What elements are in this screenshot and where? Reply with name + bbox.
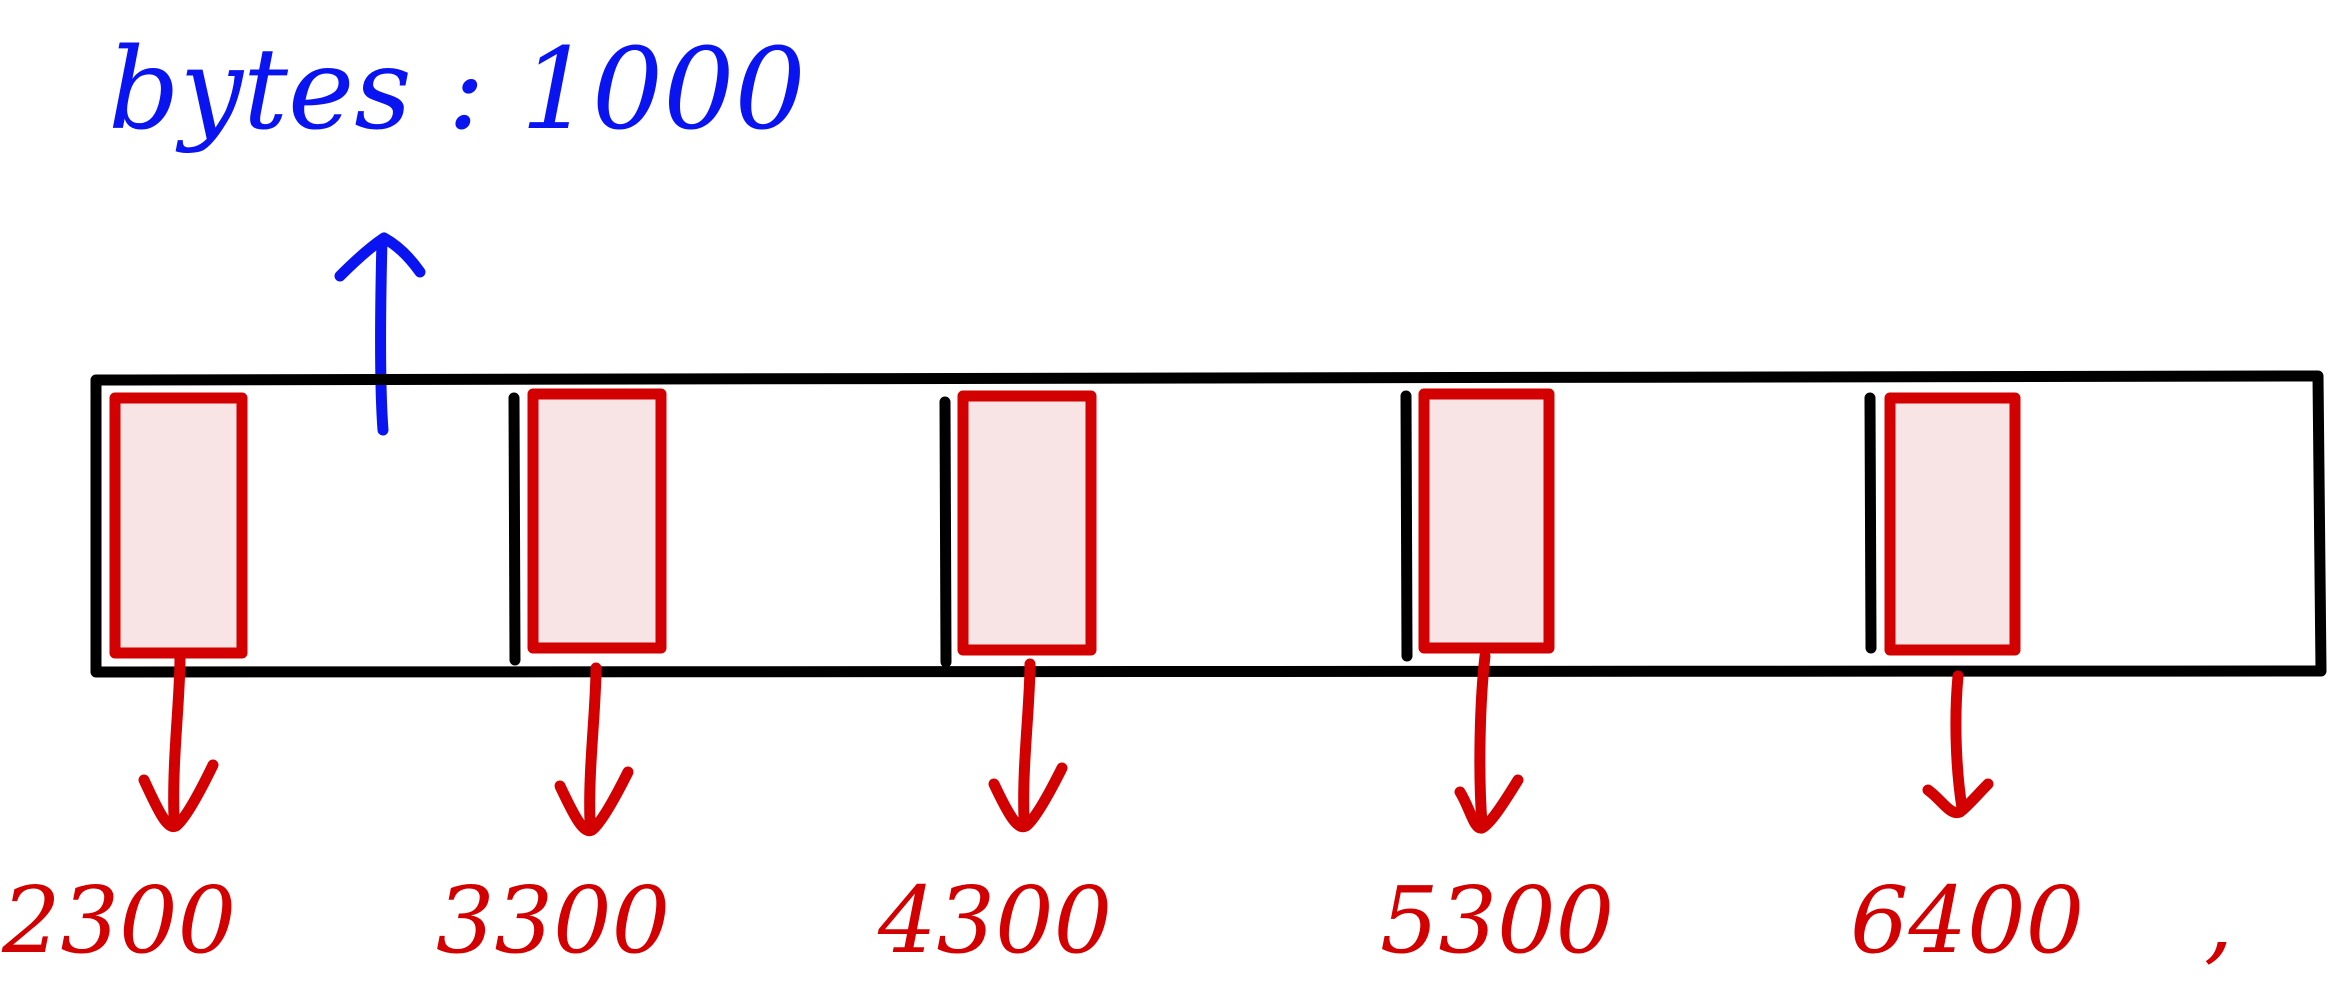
bytes-label: bytes : 1000 — [108, 25, 806, 155]
value-block — [1418, 388, 1555, 654]
segment-divider — [939, 396, 952, 668]
bytes-pointer-arrowhead — [334, 232, 426, 282]
memory-strip-outline — [90, 370, 2327, 678]
segment-divider — [508, 392, 521, 666]
value-arrow — [1454, 650, 1524, 834]
block-value: 6400 — [1850, 867, 2084, 974]
trailing-comma: , — [2204, 867, 2233, 974]
block-value: 5300 — [1380, 867, 1614, 974]
segment-divider — [1400, 390, 1413, 662]
block-value: 2300 — [1, 867, 236, 974]
value-block — [1884, 392, 2021, 656]
value-block — [109, 392, 248, 659]
value-arrow — [988, 658, 1068, 833]
segment-divider — [1864, 392, 1877, 654]
value-arrow — [554, 662, 634, 837]
bytes-pointer-arrow — [375, 234, 389, 436]
value-arrow — [138, 652, 219, 832]
value-block — [957, 390, 1097, 656]
value-arrow — [1922, 670, 1994, 819]
block-value: 3300 — [436, 867, 670, 974]
block-value: 4300 — [877, 867, 1112, 974]
value-block — [527, 388, 667, 654]
